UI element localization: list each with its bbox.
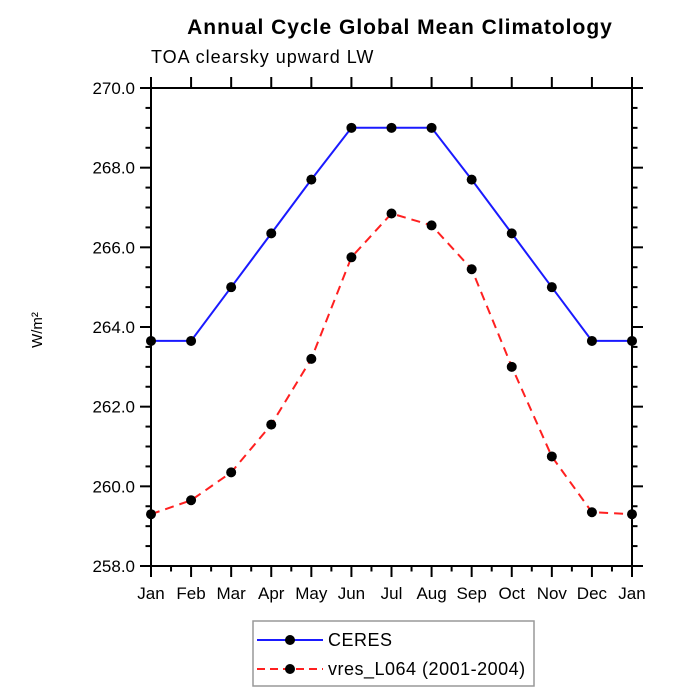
legend-marker (285, 664, 295, 674)
data-point (586, 335, 597, 346)
chart-subtitle: TOA clearsky upward LW (151, 47, 374, 67)
data-point (386, 208, 397, 219)
axes-group: 258.0 260.0 262.0 264.0 266.0 268.0 270.0 Jan Fe… (92, 77, 646, 603)
data-point (346, 122, 357, 133)
y-tick-label: 266.0 (92, 238, 135, 257)
data-point (627, 335, 637, 346)
legend-marker (285, 635, 295, 645)
series-group (146, 122, 637, 520)
data-point (306, 174, 317, 185)
legend-label: vres_L064 (2001-2004) (328, 659, 526, 680)
legend-group: CERES vres_L064 (2001-2004) (252, 620, 535, 687)
data-point (426, 220, 437, 231)
x-tick-label: Jan (618, 584, 645, 603)
data-point (146, 335, 156, 346)
data-point (466, 174, 477, 185)
y-axis-title: W/m² (29, 312, 46, 348)
data-point (266, 228, 277, 239)
x-tick-label: Jul (381, 584, 403, 603)
y-tick-label: 268.0 (92, 159, 135, 178)
data-point (346, 252, 357, 263)
data-point (266, 419, 277, 430)
data-point (186, 495, 197, 506)
data-point (627, 509, 637, 520)
x-tick-label: Feb (176, 584, 205, 603)
data-point (146, 509, 156, 520)
legend-label: CERES (328, 630, 393, 650)
x-tick-label: Dec (577, 584, 608, 603)
chart-title: Annual Cycle Global Mean Climatology (187, 16, 613, 39)
data-point (226, 282, 237, 293)
legend-box (252, 620, 535, 687)
plot-frame (150, 87, 633, 567)
y-tick-label: 264.0 (92, 318, 135, 337)
data-point (586, 507, 597, 518)
data-point (386, 122, 397, 133)
data-point (186, 335, 197, 346)
x-tick-label: Nov (537, 584, 568, 603)
x-tick-label: Aug (416, 584, 446, 603)
y-tick-label: 270.0 (92, 79, 135, 98)
x-tick-label: Jun (338, 584, 365, 603)
series-line-2 (150, 212, 633, 516)
data-point (546, 282, 557, 293)
data-point (546, 451, 557, 462)
x-tick-label: Mar (217, 584, 247, 603)
y-tick-label: 260.0 (92, 477, 135, 496)
data-point (506, 361, 517, 372)
data-point (506, 228, 517, 239)
series-line-1 (151, 126, 632, 342)
data-point (226, 467, 237, 478)
data-point (306, 353, 317, 364)
data-point (426, 122, 437, 133)
y-tick-label: 258.0 (92, 557, 135, 576)
x-tick-label: Sep (457, 584, 487, 603)
x-tick-label: May (295, 584, 328, 603)
data-point (466, 264, 477, 275)
x-tick-label: Jan (137, 584, 164, 603)
x-tick-label: Apr (258, 584, 285, 603)
x-tick-label: Oct (499, 584, 526, 603)
y-tick-label: 262.0 (92, 398, 135, 417)
